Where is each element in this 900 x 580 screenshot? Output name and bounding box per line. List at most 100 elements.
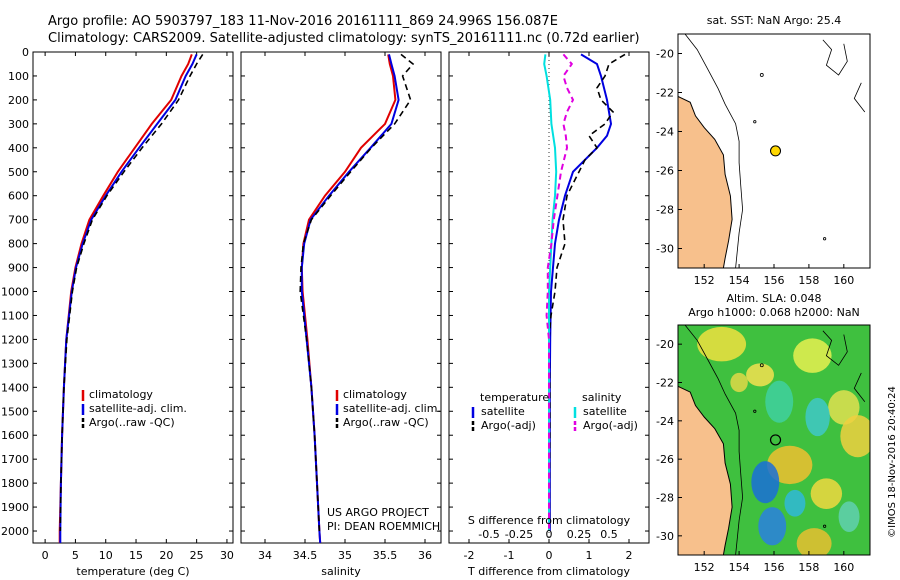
- map-title-sst: sat. SST: NaN Argo: 25.4: [707, 14, 841, 27]
- y-tick-label: 1500: [1, 405, 29, 418]
- map-x-tick-label: 152: [694, 561, 715, 574]
- x2-tick-label: 0.5: [600, 528, 618, 541]
- legend-entry: satellite-adj. clim.: [343, 402, 441, 415]
- x-tick-label: 35: [338, 549, 352, 562]
- legend-entry: Argo(..raw -QC): [343, 416, 429, 429]
- seamount-contour: [759, 73, 764, 77]
- map-y-tick-label: -22: [656, 87, 674, 100]
- series-line-temp-argo: [548, 53, 626, 531]
- sla-anomaly-blob: [838, 501, 860, 532]
- map-y-tick-label: -30: [656, 530, 674, 543]
- seamount-contour: [823, 237, 827, 241]
- map-x-tick-label: 158: [798, 274, 819, 287]
- sla-anomaly-blob: [767, 445, 813, 485]
- x2-tick-label: -0.25: [505, 528, 533, 541]
- map-y-tick-label: -30: [656, 243, 674, 256]
- x-tick-label: -2: [464, 549, 475, 562]
- x-tick-label: 5: [72, 549, 79, 562]
- x-tick-label: 35.5: [373, 549, 398, 562]
- y-tick-label: 2000: [1, 525, 29, 538]
- legend-entry: climatology: [343, 388, 407, 401]
- map-y-tick-label: -24: [656, 126, 674, 139]
- map-x-tick-label: 156: [764, 274, 785, 287]
- shelf-contour: [684, 325, 744, 555]
- x-tick-label: 1: [586, 549, 593, 562]
- series-line-satellite: [59, 53, 198, 543]
- x-tick-label: 15: [129, 549, 143, 562]
- project-label: US ARGO PROJECT: [327, 506, 429, 519]
- y-tick-label: 200: [8, 94, 29, 107]
- map-body: [678, 325, 870, 555]
- profile-panel-frame-1: [32, 51, 234, 544]
- map-x-tick-label: 160: [833, 274, 854, 287]
- reef-contour: [822, 39, 848, 76]
- seamount-contour: [823, 524, 827, 528]
- x-axis-label: salinity: [321, 565, 361, 578]
- sla-anomaly-blob: [828, 390, 860, 425]
- map-title-sla: Altim. SLA: 0.048: [726, 292, 821, 305]
- map-y-tick-label: -28: [656, 204, 674, 217]
- legend-title-salinity: salinity: [582, 391, 622, 404]
- x-tick-label: 34: [258, 549, 272, 562]
- y-tick-label: 1300: [1, 357, 29, 370]
- map-y-tick-label: -22: [656, 377, 674, 390]
- x-tick-label: 10: [99, 549, 113, 562]
- sla-anomaly-blob: [746, 363, 774, 387]
- sla-anomaly-blob: [805, 397, 830, 437]
- map-x-tick-label: 152: [694, 274, 715, 287]
- x-axis-label: temperature (deg C): [76, 565, 189, 578]
- y-tick-label: 500: [8, 166, 29, 179]
- map-x-tick-label: 160: [833, 561, 854, 574]
- reef-contour: [853, 82, 866, 113]
- legend-entry: Argo(-adj): [583, 419, 638, 432]
- x-tick-label: 20: [159, 549, 173, 562]
- legend-entry: satellite: [583, 405, 627, 418]
- map-y-tick-label: -20: [656, 338, 674, 351]
- sla-anomaly-blob: [758, 507, 787, 546]
- y-tick-label: 600: [8, 190, 29, 203]
- sla-anomaly-blob: [810, 478, 843, 509]
- series-line-argo: [299, 53, 415, 532]
- sla-anomaly-blob: [796, 528, 832, 555]
- y-tick-label: 1700: [1, 453, 29, 466]
- legend-entry: satellite: [481, 405, 525, 418]
- map-y-tick-label: -24: [656, 415, 674, 428]
- sla-anomaly-blob: [751, 461, 780, 504]
- map-y-tick-label: -20: [656, 48, 674, 61]
- y-tick-label: 700: [8, 214, 29, 227]
- argo-position-marker: [769, 434, 782, 446]
- legend-entry: satellite-adj. clim.: [89, 402, 187, 415]
- x-axis-label: T difference from climatology: [467, 565, 630, 578]
- profile-panel-frame-2: [240, 51, 442, 544]
- pi-label: PI: DEAN ROEMMICH: [327, 520, 440, 533]
- map-x-tick-label: 154: [729, 561, 750, 574]
- land-australia: [678, 95, 733, 268]
- sla-anomaly-blob: [730, 372, 748, 393]
- seamount-contour: [753, 120, 757, 124]
- x-tick-label: 25: [190, 549, 204, 562]
- x-tick-label: 0: [42, 549, 49, 562]
- series-line-argo: [59, 53, 204, 532]
- reef-contour: [822, 330, 848, 366]
- y-tick-label: 1200: [1, 333, 29, 346]
- land-australia: [678, 385, 733, 555]
- x-tick-label: 36: [418, 549, 432, 562]
- y-tick-label: 1100: [1, 309, 29, 322]
- reef-contour: [853, 372, 866, 402]
- x-tick-label: -1: [504, 549, 515, 562]
- y-tick-label: 300: [8, 118, 29, 131]
- x2-tick-label: -0.5: [478, 528, 499, 541]
- x2-axis-label: S difference from climatology: [468, 514, 631, 527]
- x-tick-label: 2: [626, 549, 633, 562]
- sla-anomaly-blob: [793, 338, 832, 373]
- sla-anomaly-blob: [840, 415, 870, 458]
- y-tick-label: 800: [8, 238, 29, 251]
- x-tick-label: 0: [546, 549, 553, 562]
- argo-position-marker: [770, 145, 782, 157]
- y-tick-label: 1600: [1, 429, 29, 442]
- map-y-tick-label: -26: [656, 165, 674, 178]
- y-tick-label: 400: [8, 142, 29, 155]
- seamount-contour: [759, 363, 764, 368]
